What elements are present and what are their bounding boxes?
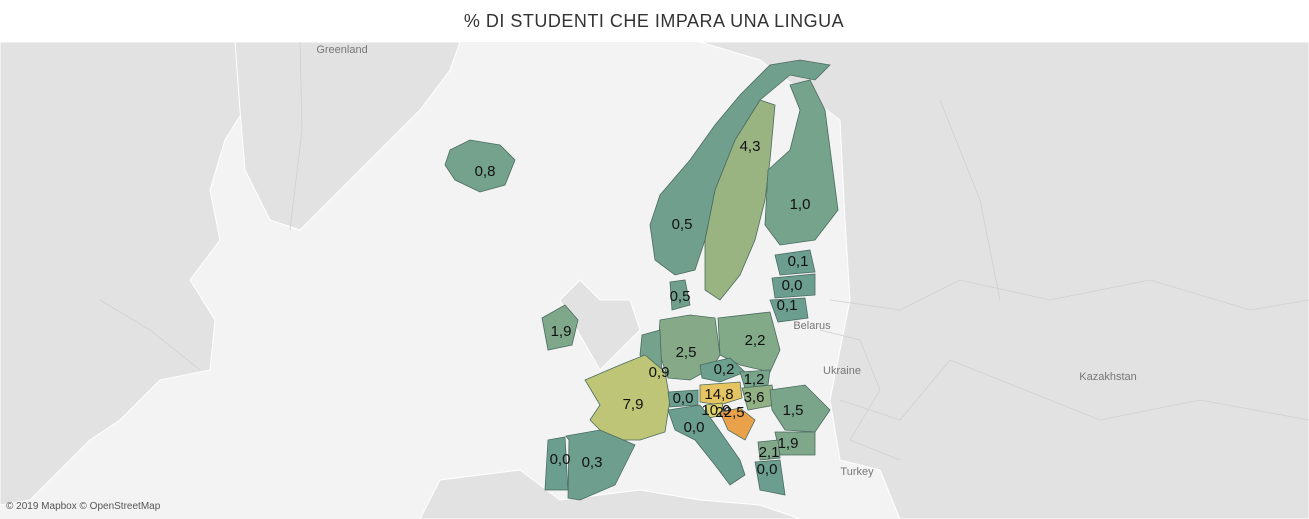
- value-label: 4,3: [740, 138, 761, 155]
- region: [757, 439, 781, 461]
- region: [667, 404, 746, 486]
- value-label: 0,1: [788, 253, 809, 270]
- value-label: 0,0: [673, 390, 694, 407]
- value-label: 0,5: [670, 288, 691, 305]
- value-label: 0,0: [757, 461, 778, 478]
- regions: [444, 59, 839, 501]
- region: [565, 429, 636, 501]
- value-label: 0,0: [684, 419, 705, 436]
- attribution: © 2019 Mapbox © OpenStreetMap: [6, 501, 161, 512]
- value-label: 0,0: [550, 451, 571, 468]
- header-bg: [0, 0, 1309, 42]
- region: [541, 304, 579, 351]
- value-label: 3,6: [744, 389, 765, 406]
- value-label: 2,1: [759, 444, 780, 461]
- region: [699, 357, 746, 383]
- base-map-label: Turkey: [840, 466, 874, 478]
- region: [669, 279, 691, 311]
- region: [764, 79, 839, 246]
- base-map-label: Greenland: [316, 44, 367, 56]
- labels: 0,8 4,3 1,0 0,5 0,1 0,0 0,1 0,5 1,9 2,5 2,2 0,9 0,2 1…: [475, 138, 811, 478]
- region: [771, 273, 816, 299]
- region: [719, 407, 756, 441]
- base-map-label: Kazakhstan: [1079, 371, 1136, 383]
- value-label: 1,5: [783, 402, 804, 419]
- map-title: % DI STUDENTI CHE IMPARA UNA LINGUA: [464, 11, 844, 31]
- region: [584, 354, 671, 441]
- value-label: 2,5: [676, 344, 697, 361]
- base-land: [0, 41, 1309, 519]
- value-label: 0,9: [649, 364, 670, 381]
- region: [754, 459, 786, 496]
- value-label: 22,5: [715, 404, 744, 421]
- value-label: 0,0: [782, 277, 803, 294]
- region: [769, 297, 809, 323]
- value-label: 0,1: [777, 297, 798, 314]
- value-label: 1,9: [778, 435, 799, 452]
- value-label: 0,8: [475, 163, 496, 180]
- value-label: 10,9: [701, 402, 730, 419]
- value-label: 0,5: [672, 216, 693, 233]
- value-label: 1,2: [744, 371, 765, 388]
- value-label: 14,8: [704, 386, 733, 403]
- base-map-label: Ukraine: [823, 365, 861, 377]
- value-label: 2,2: [745, 332, 766, 349]
- value-label: 7,9: [623, 396, 644, 413]
- value-label: 1,0: [790, 196, 811, 213]
- region: [774, 249, 816, 276]
- region: [699, 381, 743, 406]
- value-label: 0,2: [714, 361, 735, 378]
- region: [444, 139, 516, 193]
- value-label: 0,3: [582, 454, 603, 471]
- base-map-label: Belarus: [793, 320, 831, 332]
- region: [649, 59, 831, 276]
- value-label: 1,9: [551, 323, 572, 340]
